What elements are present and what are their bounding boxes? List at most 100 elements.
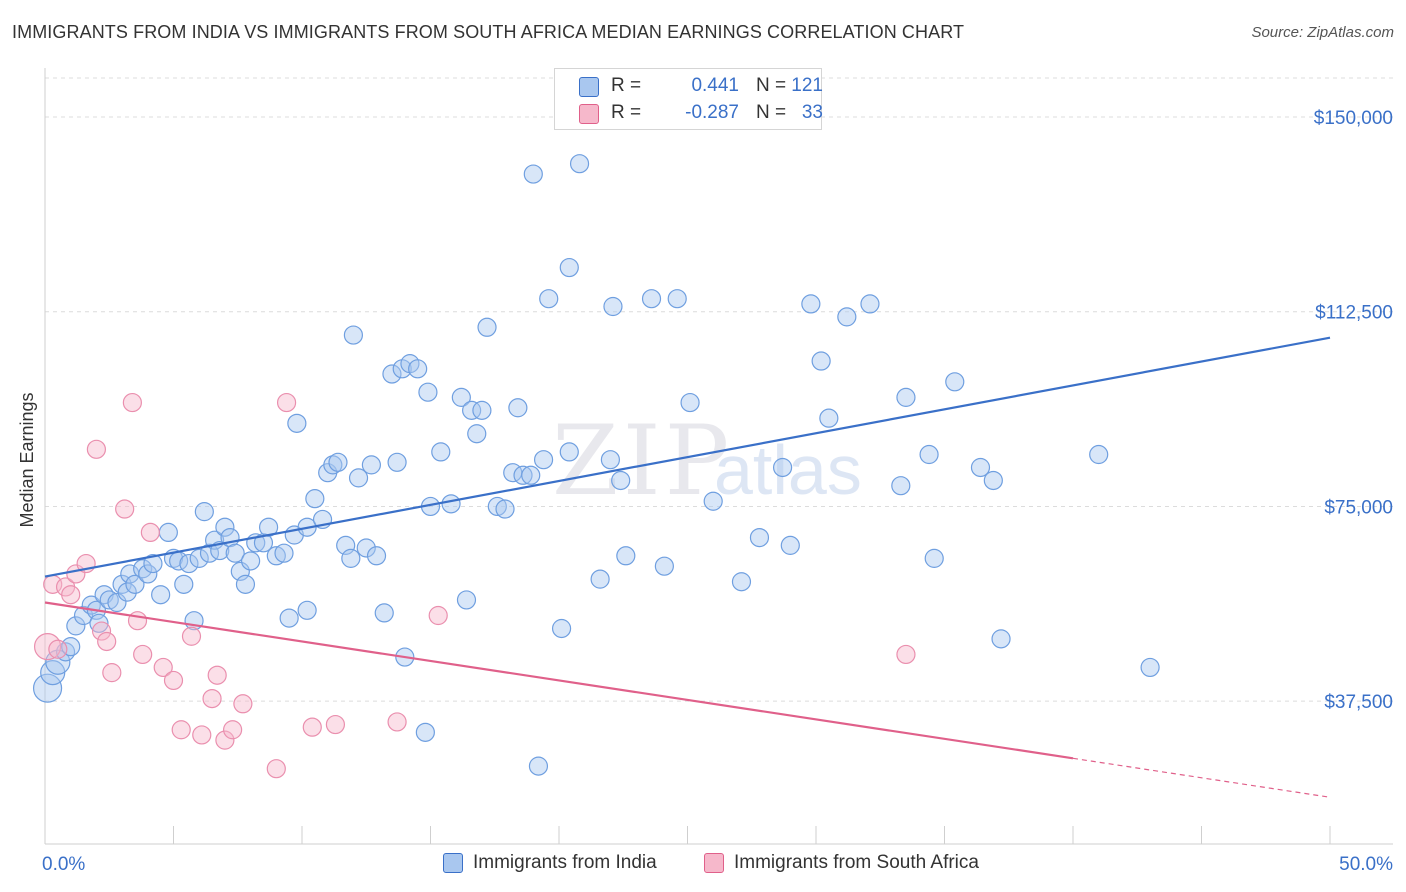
point-south-africa bbox=[181, 626, 202, 646]
trend-line-india bbox=[44, 336, 1331, 578]
point-india bbox=[253, 533, 274, 553]
point-india bbox=[731, 572, 752, 592]
point-south-africa bbox=[140, 522, 160, 543]
point-india bbox=[356, 538, 376, 558]
point-india bbox=[323, 455, 343, 475]
bottom-legend-label-india: Immigrants from India bbox=[473, 852, 657, 873]
point-india bbox=[860, 294, 880, 314]
point-india bbox=[924, 548, 944, 568]
point-india bbox=[801, 294, 821, 314]
y-tick-label: $37,500 bbox=[1324, 692, 1393, 713]
legend-n-label: N = bbox=[756, 102, 787, 123]
point-india bbox=[513, 465, 533, 485]
point-south-africa bbox=[97, 631, 117, 652]
point-india bbox=[495, 499, 515, 519]
legend-n-value: 121 bbox=[791, 75, 823, 96]
point-india bbox=[569, 154, 590, 174]
point-south-africa bbox=[207, 665, 227, 685]
point-india bbox=[641, 289, 662, 309]
point-india bbox=[467, 424, 487, 444]
point-india bbox=[158, 522, 178, 543]
point-south-africa bbox=[325, 714, 346, 735]
point-india bbox=[99, 590, 119, 610]
point-india bbox=[107, 592, 127, 613]
legend-n-label: N = bbox=[756, 75, 787, 96]
point-india bbox=[387, 452, 407, 472]
point-india bbox=[837, 307, 857, 327]
point-india bbox=[89, 613, 109, 633]
point-india bbox=[772, 457, 793, 478]
point-india bbox=[179, 553, 199, 574]
point-india bbox=[441, 494, 461, 514]
point-south-africa bbox=[302, 717, 322, 737]
point-india bbox=[991, 629, 1011, 649]
point-india bbox=[348, 468, 369, 488]
point-india bbox=[174, 574, 194, 594]
chart-title: IMMIGRANTS FROM INDIA VS IMMIGRANTS FROM… bbox=[12, 22, 965, 42]
point-india bbox=[970, 457, 991, 478]
point-india bbox=[328, 452, 348, 472]
point-south-africa bbox=[61, 585, 81, 605]
point-india bbox=[287, 413, 307, 433]
point-india bbox=[343, 325, 363, 345]
point-india bbox=[616, 546, 636, 566]
point-south-africa bbox=[215, 730, 235, 750]
point-india bbox=[539, 289, 559, 309]
point-india bbox=[603, 296, 623, 317]
point-south-africa bbox=[896, 644, 916, 665]
legend-swatch-south-africa bbox=[579, 104, 599, 124]
point-south-africa bbox=[127, 611, 148, 631]
point-india bbox=[983, 470, 1003, 491]
bottom-legend-swatch-india bbox=[443, 853, 463, 873]
point-south-africa bbox=[102, 663, 122, 683]
point-india bbox=[73, 605, 94, 626]
point-india bbox=[451, 387, 471, 407]
point-india bbox=[508, 398, 528, 418]
point-india bbox=[600, 450, 621, 470]
point-india bbox=[811, 351, 831, 371]
point-india bbox=[472, 400, 492, 420]
bottom-legend-label-south-africa: Immigrants from South Africa bbox=[734, 852, 979, 873]
x-tick-label-right: 50.0% bbox=[1339, 854, 1393, 875]
point-south-africa bbox=[163, 670, 184, 691]
point-south-africa bbox=[276, 392, 297, 413]
point-south-africa bbox=[153, 657, 173, 678]
point-india bbox=[408, 359, 428, 379]
point-india bbox=[523, 164, 543, 184]
point-india bbox=[611, 470, 631, 491]
point-india bbox=[680, 392, 700, 413]
point-south-africa bbox=[86, 439, 107, 459]
point-india bbox=[194, 502, 214, 522]
point-india bbox=[703, 491, 723, 511]
legend-r-value: 0.441 bbox=[691, 75, 739, 96]
point-south-africa bbox=[428, 605, 448, 626]
point-india bbox=[138, 564, 158, 584]
legend-r-value: -0.287 bbox=[685, 102, 739, 123]
bottom-legend-swatch-south-africa bbox=[704, 853, 724, 873]
point-india bbox=[528, 756, 549, 776]
point-india bbox=[559, 257, 579, 278]
watermark-zip: ZIP bbox=[552, 405, 734, 517]
point-india bbox=[297, 600, 317, 620]
point-india bbox=[151, 585, 171, 605]
point-india bbox=[189, 548, 209, 568]
point-south-africa bbox=[192, 725, 212, 745]
point-south-africa bbox=[266, 759, 286, 779]
legend-r-label: R = bbox=[611, 102, 642, 123]
point-india bbox=[274, 543, 294, 563]
point-india bbox=[521, 465, 541, 485]
point-india bbox=[361, 455, 381, 475]
point-india bbox=[382, 364, 402, 384]
point-india bbox=[215, 517, 235, 537]
point-india bbox=[780, 535, 800, 555]
trend-line-south-africa bbox=[44, 601, 1074, 760]
point-south-africa bbox=[202, 688, 222, 709]
legend-swatch-india bbox=[579, 77, 599, 97]
point-india bbox=[258, 517, 279, 537]
point-india bbox=[533, 450, 554, 470]
point-india bbox=[462, 400, 482, 420]
point-india bbox=[341, 548, 361, 568]
point-south-africa bbox=[48, 639, 68, 659]
point-india bbox=[415, 722, 435, 742]
